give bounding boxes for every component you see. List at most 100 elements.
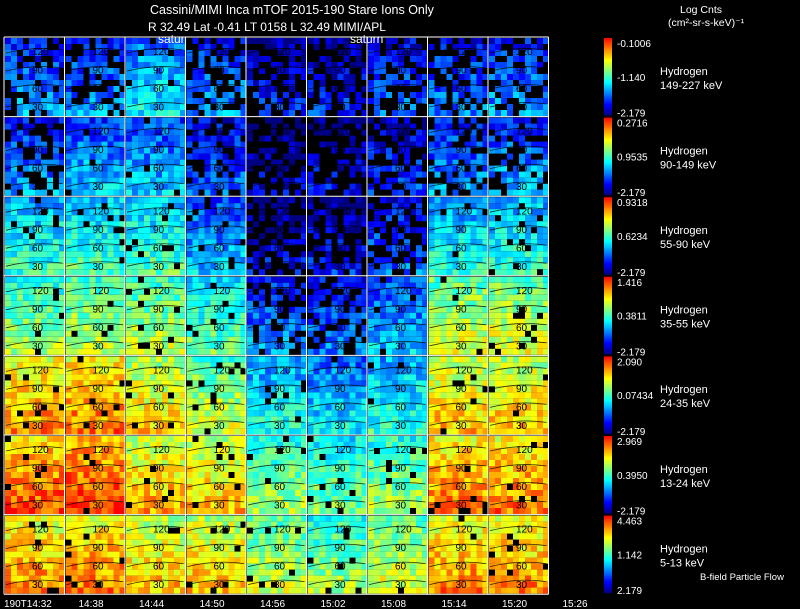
heatmap-cell <box>247 50 253 56</box>
heatmap-cell <box>162 300 168 307</box>
heatmap-cell <box>289 68 295 74</box>
heatmap-cell <box>89 300 96 307</box>
heatmap-cell <box>259 245 265 252</box>
heatmap-cell <box>434 98 441 104</box>
heatmap-cell <box>11 398 17 405</box>
field-line <box>429 304 487 311</box>
heatmap-cell <box>398 203 404 210</box>
heatmap-cell <box>295 386 301 393</box>
heatmap-cell <box>65 80 72 86</box>
heatmap-cell <box>380 129 386 136</box>
heatmap-cell <box>5 98 11 104</box>
heatmap-cell <box>156 330 162 337</box>
heatmap-cell <box>83 263 90 270</box>
heatmap-cell <box>180 348 186 355</box>
heatmap-cell <box>531 197 537 204</box>
heatmap-cell <box>349 368 356 375</box>
heatmap-cell <box>271 44 277 50</box>
field-line <box>187 48 245 54</box>
heatmap-cell <box>458 50 465 56</box>
heatmap-cell <box>271 245 277 252</box>
heatmap-cell <box>216 348 223 355</box>
heatmap-cell <box>138 356 144 363</box>
heatmap-cell <box>355 312 362 319</box>
field-line <box>126 163 184 169</box>
heatmap-cell <box>525 294 531 301</box>
elevation-tick-label: 30 <box>32 341 44 352</box>
heatmap-cell <box>446 282 453 289</box>
elevation-tick-label: 90 <box>153 384 165 395</box>
heatmap-cell <box>361 68 368 74</box>
heatmap-cell <box>458 92 465 98</box>
heatmap-cell <box>355 44 362 50</box>
heatmap-cell <box>368 147 374 154</box>
heatmap-cell <box>513 251 519 258</box>
heatmap-cell <box>53 227 59 234</box>
heatmap-cell <box>23 263 29 270</box>
heatmap-cell <box>476 153 483 160</box>
elevation-tick-label: 30 <box>395 103 407 114</box>
heatmap-cell <box>446 227 453 234</box>
heatmap-cell <box>95 276 102 283</box>
heatmap-cell <box>204 239 211 246</box>
heatmap-cell <box>392 392 398 399</box>
heatmap-cell <box>83 269 90 276</box>
heatmap-cell <box>168 288 174 295</box>
heatmap-cell <box>59 215 65 222</box>
heatmap-cell <box>71 342 78 349</box>
heatmap-cell <box>307 282 314 289</box>
heatmap-cell <box>192 197 199 204</box>
heatmap-cell <box>11 392 17 399</box>
heatmap-cell <box>295 336 301 343</box>
heatmap-cell <box>434 380 441 387</box>
heatmap-cell <box>138 62 144 68</box>
heatmap-cell <box>180 62 186 68</box>
heatmap-cell <box>422 428 428 435</box>
heatmap-cell <box>156 147 162 154</box>
heatmap-cell <box>174 80 180 86</box>
heatmap-cell <box>470 129 477 136</box>
heatmap-cell <box>337 165 344 172</box>
heatmap-cell <box>265 318 271 325</box>
heatmap-cell <box>35 276 41 283</box>
heatmap-cell <box>204 306 211 313</box>
heatmap-cell <box>132 300 138 307</box>
heatmap-cell <box>277 380 283 387</box>
heatmap-cell <box>277 117 283 124</box>
heatmap-cell <box>29 98 35 104</box>
heatmap-cell <box>11 404 17 411</box>
heatmap-cell <box>247 336 253 343</box>
heatmap-panel <box>489 38 549 116</box>
heatmap-cell <box>392 306 398 313</box>
elevation-tick-label: 90 <box>516 145 528 156</box>
heatmap-cell <box>29 141 35 148</box>
heatmap-cell <box>543 324 549 331</box>
heatmap-cell <box>47 171 53 178</box>
field-line <box>489 243 547 249</box>
heatmap-cell <box>174 257 180 264</box>
heatmap-cell <box>343 324 350 331</box>
heatmap-cell <box>11 263 17 270</box>
heatmap-cell <box>349 117 356 124</box>
heatmap-cell <box>168 306 174 313</box>
field-line <box>489 286 547 293</box>
heatmap-cell <box>301 129 307 136</box>
heatmap-cell <box>464 263 471 270</box>
heatmap-cell <box>265 197 271 204</box>
heatmap-cell <box>162 362 168 369</box>
heatmap-cell <box>101 398 108 405</box>
heatmap-cell <box>470 282 477 289</box>
heatmap-cell <box>513 209 519 216</box>
heatmap-cell <box>313 263 320 270</box>
heatmap-cell <box>271 380 277 387</box>
heatmap-cell <box>313 38 320 44</box>
heatmap-cell <box>216 356 223 363</box>
heatmap-cell <box>259 318 265 325</box>
heatmap-cell <box>247 374 253 381</box>
heatmap-cell <box>464 209 471 216</box>
heatmap-cell <box>349 386 356 393</box>
heatmap-cell <box>113 129 120 136</box>
heatmap-cell <box>434 227 441 234</box>
field-line <box>308 322 366 329</box>
heatmap-cell <box>101 257 108 264</box>
